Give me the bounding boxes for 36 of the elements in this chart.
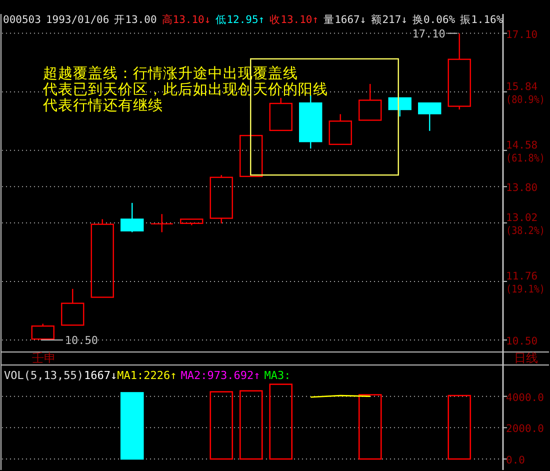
y-tick-label: 4000.0 [506, 392, 544, 404]
bar [210, 391, 234, 460]
bar [120, 392, 144, 460]
annotation: MA2:973.692↑ [180, 369, 260, 382]
text: 低12.95↑ [216, 14, 265, 26]
text: 000503 [3, 14, 41, 26]
annotation: 10.50 [64, 334, 98, 347]
chart-title: VOL(5,13,55) [4, 369, 84, 382]
y-tick-label: 0.0 [506, 454, 525, 466]
annotation: 1667↓ [84, 369, 118, 382]
bar [448, 394, 472, 460]
annotation: MA1:2226↑ [117, 369, 177, 382]
bar [358, 394, 382, 460]
y-tick-label: 2000.0 [506, 423, 544, 436]
text: 振1.16% [460, 14, 504, 26]
y-tick-label: 11.76 (19.1%) [506, 270, 550, 296]
y-tick-label: 17.10 [506, 28, 538, 41]
text: 1993/01/06 [46, 14, 110, 26]
y-tick-label: 10.50 [506, 336, 538, 348]
bar [269, 384, 293, 460]
y-tick-label: 13.80 [506, 182, 538, 194]
y-tick-label: 13.02 (38.2%) [506, 212, 550, 237]
text: 日线 [514, 351, 538, 365]
bar [239, 390, 263, 460]
text: 高13.10↓ [162, 13, 211, 26]
y-tick-label: 14.58 (61.8%) [506, 139, 550, 164]
text: 换0.06% [412, 14, 456, 26]
y-tick-label: 15.84 (80.9%) [506, 80, 550, 106]
text: 开13.00 [114, 14, 157, 26]
annotation: 代表行情还有继续 [42, 97, 163, 114]
text: 额217↓ [371, 13, 408, 26]
annotation: 17.10 [412, 27, 446, 40]
text: 量1667↓ [324, 14, 366, 26]
text: 收13.10↑ [270, 14, 319, 26]
text: 壬申 [32, 351, 56, 365]
annotation: MA3: [264, 369, 291, 382]
